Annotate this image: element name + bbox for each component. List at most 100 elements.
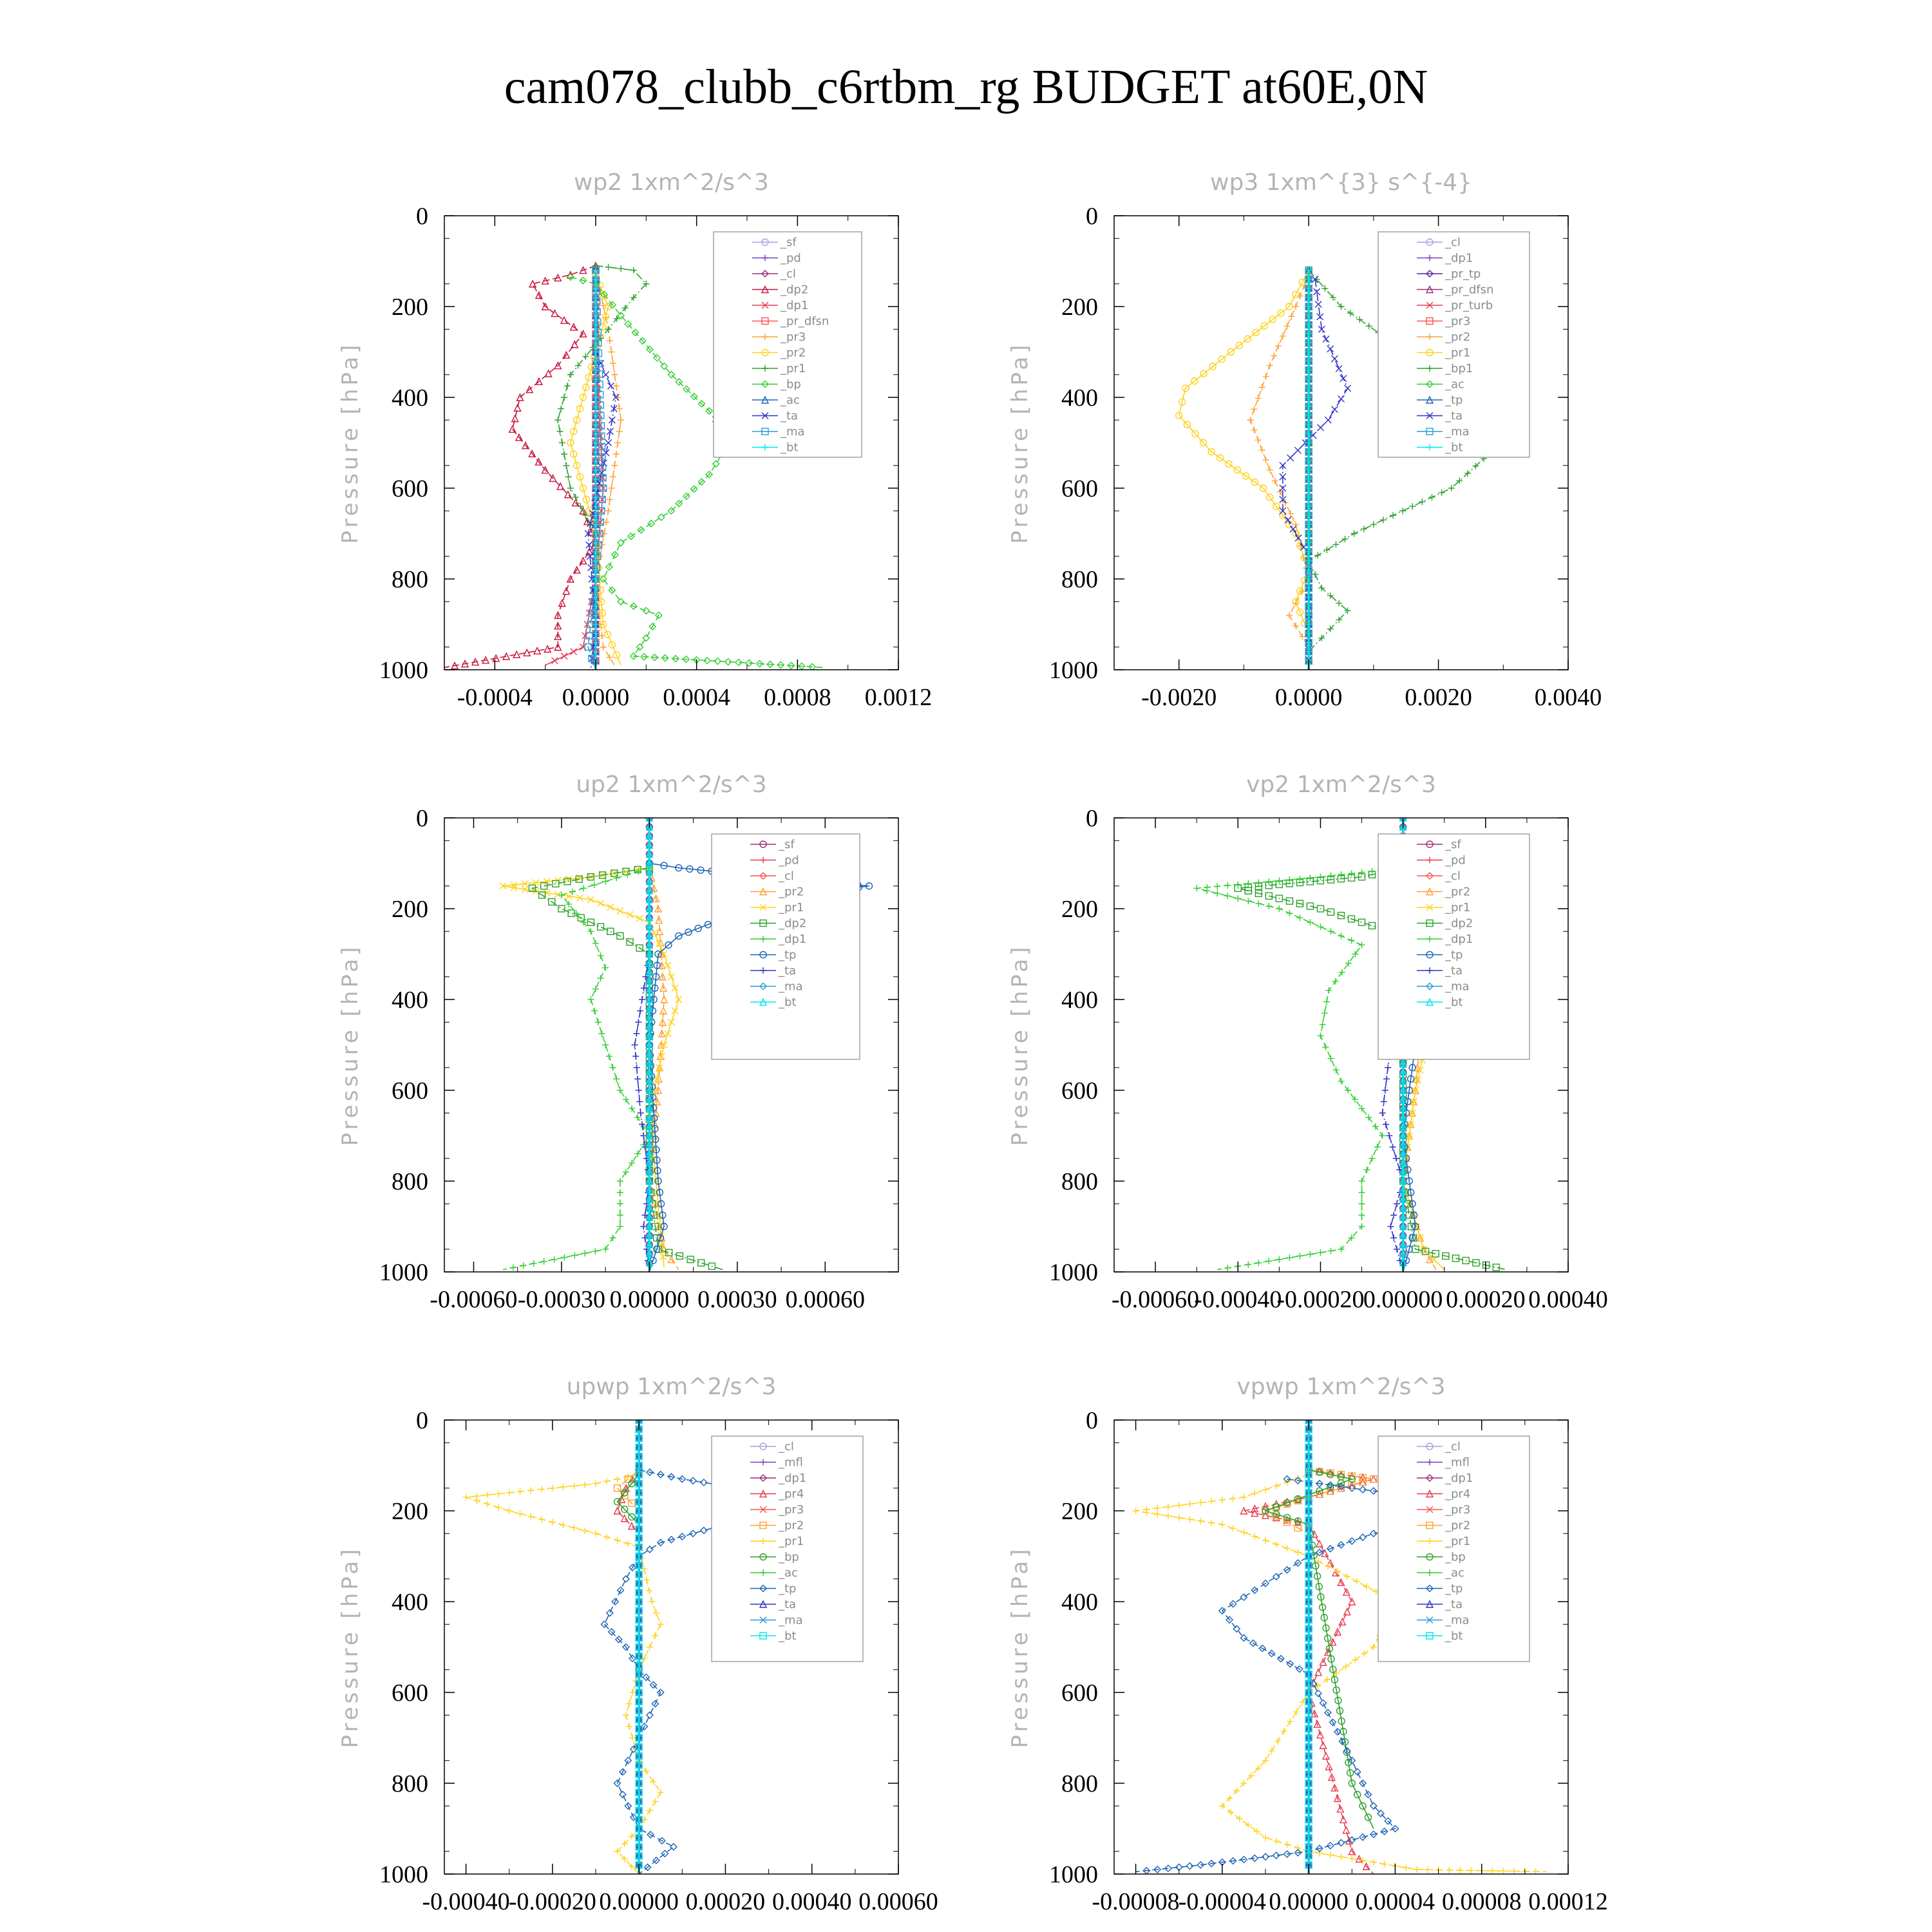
legend-marker xyxy=(1426,951,1434,959)
series-marker xyxy=(664,1030,672,1037)
series-marker xyxy=(1305,1534,1312,1542)
plot-frame xyxy=(444,817,899,1273)
series-marker xyxy=(635,1598,643,1605)
series-marker xyxy=(656,940,663,947)
legend-label: _pr_turb xyxy=(1444,299,1493,312)
series-marker xyxy=(592,312,599,319)
series-marker xyxy=(521,880,529,887)
series-marker xyxy=(579,329,587,337)
legend-marker xyxy=(1426,1569,1433,1576)
series-marker xyxy=(592,403,599,410)
legend-marker xyxy=(1426,904,1434,911)
series-marker xyxy=(629,1689,636,1696)
legend: _cl _mfl _dp1 _pr4 _pr3 _pr2 _pr1 _bp _ac _tp _ta _… xyxy=(711,1435,864,1662)
series-marker xyxy=(1359,1485,1367,1493)
series-marker xyxy=(1226,1616,1234,1624)
legend-label: _bt xyxy=(780,441,798,455)
series-marker xyxy=(1247,1772,1255,1779)
legend-marker xyxy=(1426,1584,1434,1593)
series-marker xyxy=(573,462,581,469)
series-marker xyxy=(592,557,599,564)
series-marker xyxy=(637,1110,644,1117)
series-marker xyxy=(616,1087,623,1094)
series-marker xyxy=(787,661,795,670)
x-tick-label: -0.00040 xyxy=(422,1888,509,1915)
series-marker xyxy=(1244,335,1251,343)
series-marker xyxy=(1329,294,1336,301)
x-tick-label: 0.00040 xyxy=(772,1888,852,1915)
series-marker xyxy=(1175,412,1183,419)
series-marker xyxy=(1332,1686,1340,1694)
series-marker xyxy=(1164,1864,1172,1873)
y-tick-label: 1000 xyxy=(379,1861,428,1888)
legend-label: _pd xyxy=(780,252,801,265)
series-marker xyxy=(1283,1499,1291,1507)
series-marker xyxy=(1286,1660,1294,1668)
series-marker xyxy=(1305,375,1312,383)
series-marker xyxy=(1327,1483,1334,1491)
x-tick-label: 0.00020 xyxy=(1446,1286,1526,1313)
series-marker xyxy=(1276,877,1283,884)
series-marker xyxy=(1359,1857,1367,1864)
series-marker xyxy=(592,548,599,555)
series-marker xyxy=(1197,1517,1204,1524)
series-marker xyxy=(612,651,621,659)
series-marker xyxy=(1386,1132,1393,1139)
series-marker xyxy=(1218,1607,1226,1615)
series-marker xyxy=(1317,1249,1324,1256)
series-marker xyxy=(602,1245,609,1253)
series-marker xyxy=(635,1561,643,1569)
series-marker xyxy=(1233,466,1242,474)
series-marker xyxy=(543,878,551,886)
x-tick-label: 0.00060 xyxy=(858,1888,938,1915)
series-marker xyxy=(1305,1443,1312,1452)
series-marker xyxy=(609,360,616,367)
legend-marker xyxy=(759,1553,767,1561)
legend-marker xyxy=(1425,998,1434,1006)
y-tick-label: 400 xyxy=(1061,384,1098,412)
series-marker xyxy=(1399,1195,1407,1203)
y-axis-label: Pressure [hPa] xyxy=(337,342,363,544)
legend-box xyxy=(711,833,860,1060)
series-marker xyxy=(645,1186,654,1194)
series-marker xyxy=(658,1029,666,1037)
series-marker xyxy=(1224,893,1231,900)
series-marker xyxy=(1333,1669,1340,1676)
series-marker xyxy=(1306,902,1314,910)
series-marker xyxy=(558,439,565,446)
series-marker xyxy=(564,383,571,390)
series-marker xyxy=(1319,1658,1327,1666)
series-marker xyxy=(1197,1861,1205,1869)
series-marker xyxy=(708,1262,716,1270)
series-marker xyxy=(579,506,587,515)
y-tick-label: 200 xyxy=(392,1498,428,1525)
series-marker xyxy=(1442,1252,1450,1260)
series-marker xyxy=(551,309,559,317)
series-marker xyxy=(551,657,558,665)
y-tick-label: 800 xyxy=(1061,1770,1098,1797)
series-marker xyxy=(1321,285,1329,292)
series-marker xyxy=(1335,365,1343,372)
series-marker xyxy=(1275,343,1282,350)
series-marker xyxy=(1229,1857,1237,1865)
series-marker xyxy=(1286,1254,1293,1261)
series-marker xyxy=(597,422,605,430)
legend-label: _ta xyxy=(1444,410,1463,423)
series-marker xyxy=(645,858,654,867)
series-marker xyxy=(506,1508,513,1514)
series-marker xyxy=(652,1146,660,1153)
series-marker xyxy=(1414,1866,1420,1873)
legend-label: _dp1 xyxy=(778,1472,806,1485)
series-marker xyxy=(1255,1765,1262,1772)
series-marker xyxy=(1296,914,1303,922)
series-marker xyxy=(592,384,599,392)
legend-marker xyxy=(1425,887,1434,896)
x-tick-label: 0.00000 xyxy=(1363,1286,1443,1313)
series-marker xyxy=(1358,1178,1365,1184)
series-marker xyxy=(1332,1066,1340,1074)
series-marker xyxy=(573,565,581,574)
series-marker xyxy=(1227,1809,1235,1816)
series-marker xyxy=(628,1513,636,1521)
series-marker xyxy=(645,1050,654,1058)
legend-label: _ta xyxy=(778,1598,796,1611)
